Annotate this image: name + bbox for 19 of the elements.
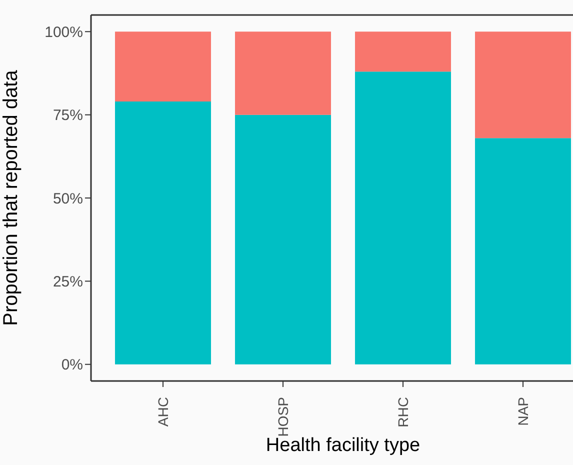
x-tick-label: HOSP [275, 397, 291, 437]
bar [355, 72, 451, 364]
x-axis-title: Health facility type [266, 435, 420, 456]
bar [475, 32, 571, 138]
bar [115, 32, 211, 102]
y-tick-label: 75% [52, 107, 83, 124]
y-axis-title: Proportion that reported data [0, 69, 22, 326]
x-tick-label: AHC [155, 397, 171, 427]
y-tick-label: 50% [52, 190, 83, 208]
bar [355, 32, 451, 72]
y-tick-label: 0% [61, 356, 83, 374]
y-tick-label: 25% [52, 274, 83, 291]
bar [115, 102, 211, 364]
x-tick-label: NAP [515, 397, 531, 426]
bar [235, 114, 331, 364]
x-tick-label: RHC [395, 397, 411, 428]
y-tick-label: 100% [44, 24, 83, 41]
bar [235, 32, 331, 115]
bar [475, 138, 571, 364]
